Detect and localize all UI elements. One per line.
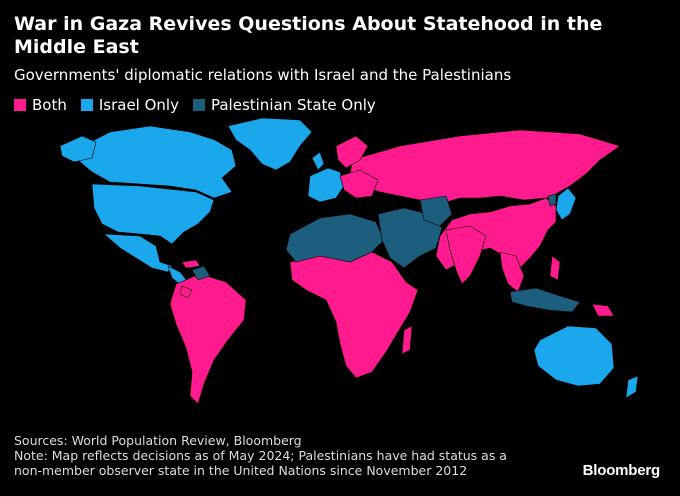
region-eastern-europe [339,169,379,199]
legend: Both Israel Only Palestinian State Only [14,95,376,115]
legend-item-palestine-only: Palestinian State Only [192,95,376,115]
legend-label-both: Both [32,96,67,114]
region-africa [289,251,419,379]
region-central-america-south [179,285,193,299]
legend-item-both: Both [14,95,67,115]
region-mexico [103,233,173,273]
legend-swatch-both [14,99,26,111]
region-new-zealand [625,375,639,399]
region-philippines [549,255,561,281]
note-line-2: non-member observer state in the United … [14,463,468,478]
chart-subtitle: Governments' diplomatic relations with I… [14,66,512,84]
region-north-africa [285,213,385,263]
region-madagascar [401,325,413,355]
region-middle-east [377,207,443,269]
chart-title: War in Gaza Revives Questions About Stat… [14,13,603,58]
region-indonesia [509,287,581,313]
region-alaska [60,135,97,163]
legend-label-israel-only: Israel Only [98,96,179,114]
region-north-korea [547,193,557,207]
region-greenland [227,117,313,171]
region-caribbean [181,259,201,269]
region-venezuela [191,265,211,281]
region-india [445,225,487,285]
sources-note: Sources: World Population Review, Bloomb… [14,433,574,478]
region-usa [91,183,215,245]
legend-swatch-israel-only [80,99,93,111]
sources-line: Sources: World Population Review, Bloomb… [14,433,302,448]
region-australia [533,325,615,387]
region-uk [311,151,325,171]
world-map [60,117,639,405]
region-scandinavia [335,135,369,169]
region-central-asia [419,195,453,227]
note-line-1: Note: Map reflects decisions as of May 2… [14,448,507,463]
legend-item-israel-only: Israel Only [80,95,179,115]
bloomberg-logo: Bloomberg [582,462,661,479]
region-png [591,303,615,317]
legend-swatch-palestine-only [192,99,205,111]
region-japan-korea [555,187,577,221]
legend-label-palestine-only: Palestinian State Only [210,96,376,114]
region-canada [74,125,237,199]
region-south-america [169,273,247,405]
region-western-europe [307,167,345,203]
